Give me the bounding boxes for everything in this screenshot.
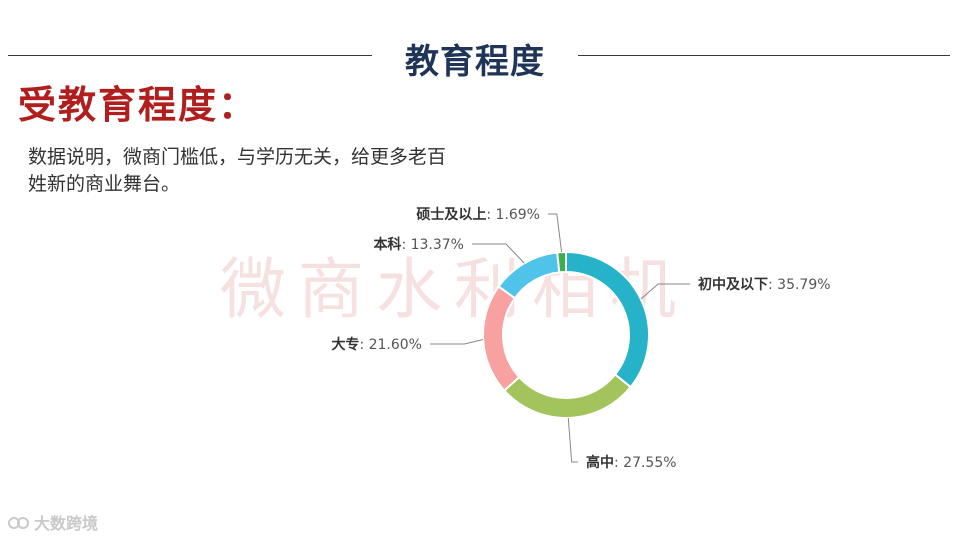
header-divider-right bbox=[578, 55, 950, 56]
donut-slice-1 bbox=[502, 373, 633, 419]
donut-slice-3 bbox=[497, 251, 561, 300]
donut-slice-0 bbox=[565, 250, 650, 389]
data-description: 数据说明，微商门槛低，与学历无关，给更多老百姓新的商业舞台。 bbox=[28, 146, 447, 195]
page-title: 教育程度 bbox=[405, 42, 545, 82]
leader-line-2 bbox=[430, 338, 484, 345]
slice-label-1: 高中: 27.55% bbox=[586, 454, 677, 471]
slice-label-3: 本科: 13.37% bbox=[373, 236, 464, 253]
slice-label-4: 硕士及以上: 1.69% bbox=[416, 206, 540, 223]
leader-line-1 bbox=[567, 417, 578, 463]
footer-logo: 大数跨境 bbox=[8, 510, 98, 534]
donut-slice-2 bbox=[482, 285, 521, 392]
footer-logo-text: 大数跨境 bbox=[34, 514, 99, 533]
slice-label-0: 初中及以下: 35.79% bbox=[698, 276, 831, 293]
leader-line-4 bbox=[548, 213, 563, 253]
section-heading: 受教育程度： bbox=[18, 83, 259, 127]
leader-line-0 bbox=[640, 283, 690, 300]
header-divider-left bbox=[8, 55, 372, 56]
donut-slice-4 bbox=[556, 250, 567, 274]
leader-line-3 bbox=[472, 243, 525, 264]
brand-logo-icon bbox=[8, 514, 30, 530]
slice-label-2: 大专: 21.60% bbox=[331, 336, 422, 353]
